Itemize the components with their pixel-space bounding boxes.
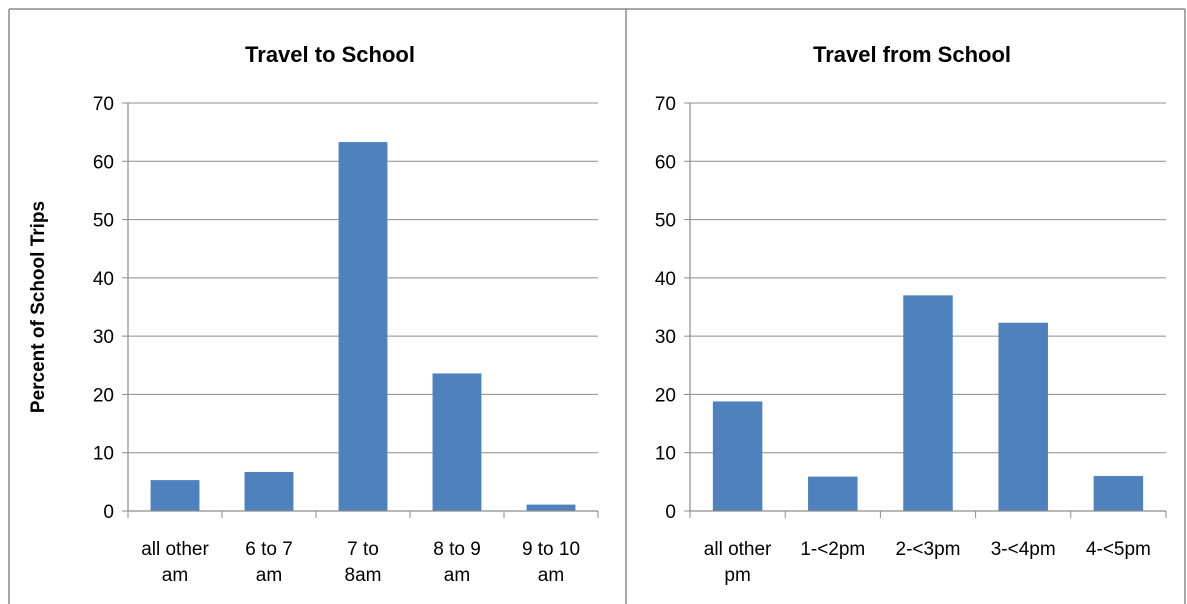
y-tick-label: 10 bbox=[93, 444, 114, 465]
bar-all-other-pm bbox=[712, 401, 763, 511]
y-axis-label: Percent of School Trips bbox=[28, 201, 49, 413]
chart-title: Travel from School bbox=[813, 42, 1011, 67]
bar-6-to-7-am bbox=[244, 471, 294, 511]
y-tick-label: 70 bbox=[655, 94, 676, 115]
x-tick-label: all other am bbox=[141, 539, 209, 586]
bar-4-5pm bbox=[1093, 476, 1144, 511]
y-tick-label: 60 bbox=[93, 152, 114, 173]
y-tick-label: 10 bbox=[655, 444, 676, 465]
x-tick-label: 2-<3pm bbox=[896, 539, 961, 560]
y-tick-label: 40 bbox=[655, 269, 676, 290]
x-tick-label: 1-<2pm bbox=[800, 539, 865, 560]
chart-panel-travel-to-school: Travel to School 0 10 20 30 40 50 60 70 all other… bbox=[28, 42, 599, 586]
y-tick-label: 50 bbox=[93, 211, 114, 232]
y-tick-label: 20 bbox=[655, 385, 676, 406]
bar-1-2pm bbox=[808, 476, 858, 511]
bar-3-4pm bbox=[998, 322, 1048, 511]
x-tick-label: all other pm bbox=[704, 539, 772, 586]
y-tick-label: 20 bbox=[93, 385, 114, 406]
y-tick-label: 30 bbox=[93, 327, 114, 348]
y-tick-label: 0 bbox=[665, 502, 676, 523]
y-tick-label: 60 bbox=[655, 152, 676, 173]
bar-9-to-10-am bbox=[526, 504, 576, 511]
y-tick-label: 50 bbox=[655, 211, 676, 232]
y-tick-label: 0 bbox=[103, 502, 114, 523]
y-tick-label: 70 bbox=[93, 94, 114, 115]
chart-title: Travel to School bbox=[245, 42, 415, 67]
y-tick-label: 30 bbox=[655, 327, 676, 348]
bar-7-to-8am bbox=[338, 142, 388, 511]
x-tick-label: 4-<5pm bbox=[1086, 539, 1151, 560]
bar-2-3pm bbox=[903, 295, 953, 511]
bar-8-to-9-am bbox=[432, 373, 482, 511]
x-tick-label: 3-<4pm bbox=[991, 539, 1056, 560]
chart-panel-travel-from-school: Travel from School 0 10 20 30 40 50 60 70 all oth… bbox=[655, 42, 1167, 586]
x-tick-label: 8 to 9 am bbox=[433, 539, 481, 586]
bar-all-other-am bbox=[150, 480, 200, 511]
x-tick-label: 9 to 10 am bbox=[522, 539, 580, 586]
x-tick-label: 7 to 8am bbox=[345, 539, 382, 586]
x-tick-label: 6 to 7 am bbox=[245, 539, 293, 586]
y-tick-label: 40 bbox=[93, 269, 114, 290]
